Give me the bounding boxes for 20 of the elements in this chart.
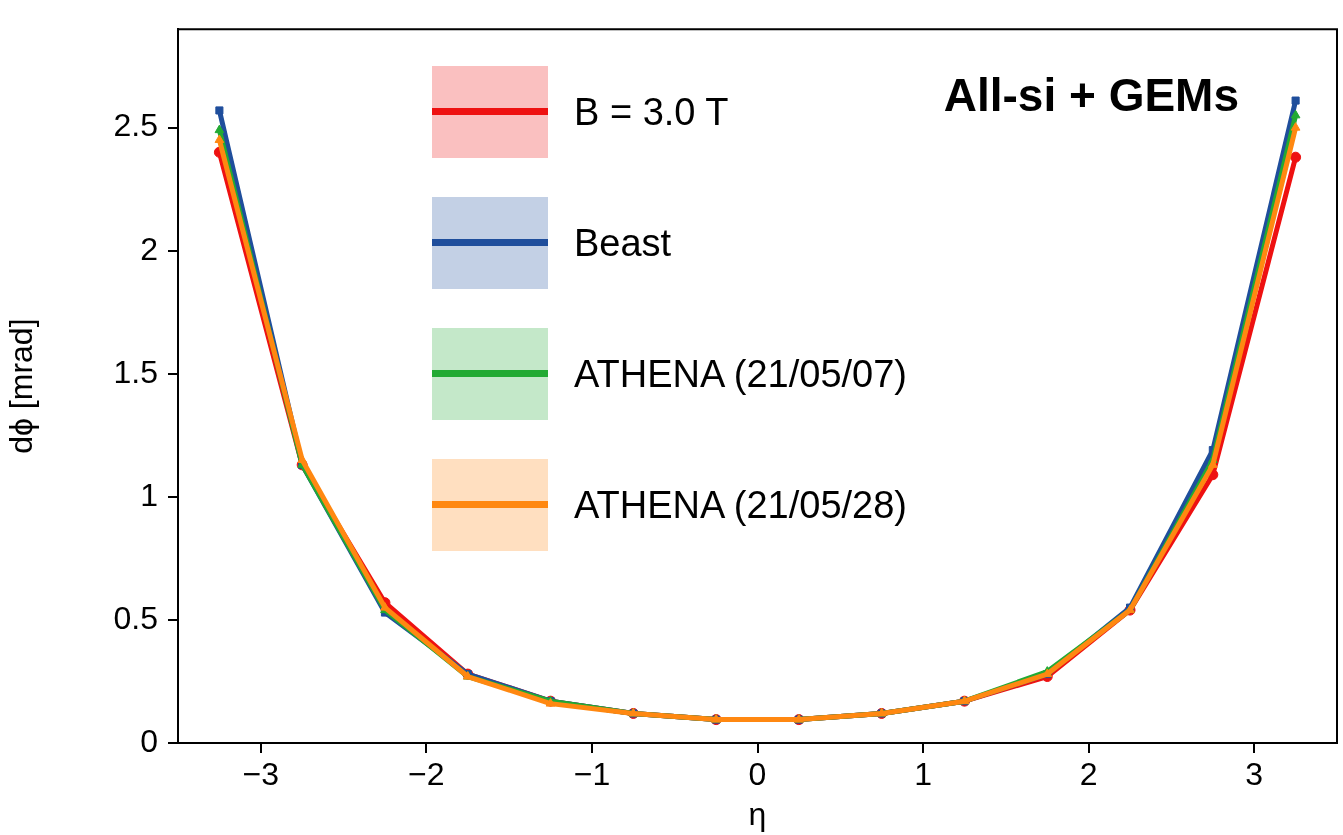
y-tick-label: 0 [140, 722, 158, 759]
x-axis-title: η [748, 795, 767, 832]
x-tick-label: 3 [1245, 756, 1264, 793]
y-tick-label: 0.5 [113, 599, 158, 636]
y-tick-label: 2 [140, 230, 158, 267]
x-tick-label: −1 [573, 756, 611, 793]
x-tick-label: 0 [748, 756, 767, 793]
y-tick-label: 1 [140, 476, 158, 513]
x-tick-label: 2 [1079, 756, 1098, 793]
x-tick-label: −3 [242, 756, 280, 793]
legend-label: ATHENA (21/05/28) [574, 483, 908, 527]
x-tick-label: −2 [408, 756, 445, 793]
legend-label: Beast [574, 221, 672, 265]
y-tick-label: 1.5 [113, 353, 158, 390]
y-tick-label: 2.5 [113, 107, 158, 144]
y-axis-title: dϕ [mrad] [3, 318, 40, 454]
legend-label: ATHENA (21/05/07) [574, 352, 908, 396]
x-tick-label: 1 [914, 756, 932, 793]
legend-label: B = 3.0 T [574, 90, 729, 134]
annotation: All-si + GEMs [943, 68, 1239, 122]
